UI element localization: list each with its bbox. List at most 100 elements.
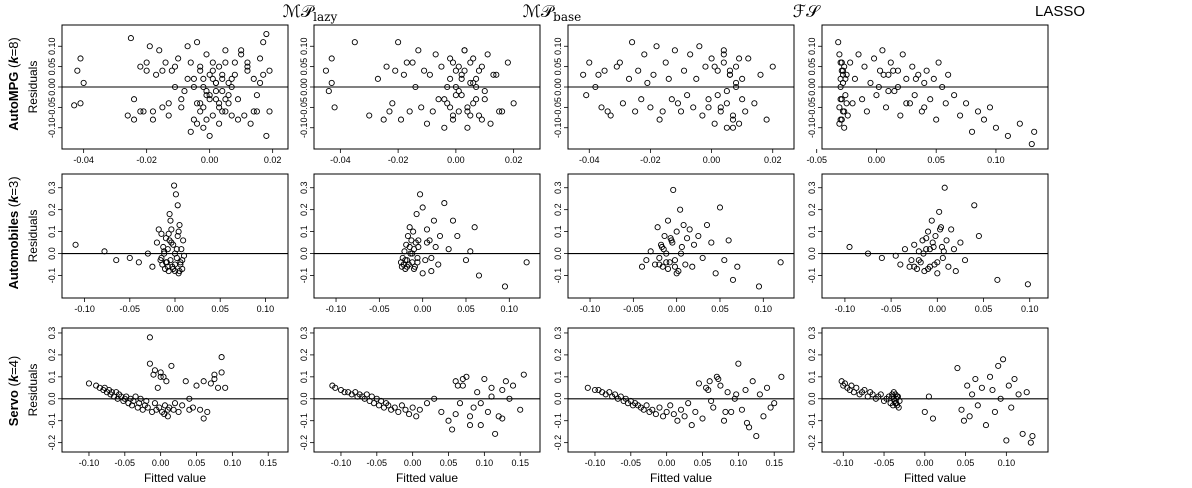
data-point: [499, 415, 506, 422]
data-point: [680, 221, 687, 229]
data-point: [422, 257, 429, 264]
data-point: [739, 75, 746, 82]
data-point: [665, 75, 672, 82]
data-point: [435, 96, 442, 103]
data-point: [473, 83, 480, 91]
x-tick-label: 0.00: [447, 155, 465, 165]
data-point: [714, 67, 721, 74]
x-tick-label: 0.05: [975, 304, 993, 314]
data-point: [378, 397, 385, 405]
data-point: [200, 124, 207, 131]
data-point: [410, 228, 417, 235]
data-point: [906, 263, 913, 270]
data-point: [166, 237, 173, 244]
data-point: [966, 413, 973, 420]
data-point: [975, 232, 982, 240]
data-point: [190, 83, 197, 91]
data-point: [113, 257, 120, 264]
data-point: [667, 402, 674, 409]
panel-frame: [821, 173, 1049, 299]
data-point: [171, 83, 179, 91]
y-tick-label: 0.05: [807, 58, 817, 76]
scatter-panel-r2-c1: -0.10 -0.05 0.00 0.05 0.10 0.15 -0.2 -0.1 0.0 0.1…: [299, 327, 541, 485]
y-tick-label: 0.1: [299, 371, 309, 384]
data-point: [178, 246, 185, 253]
data-point: [961, 257, 969, 264]
data-point: [415, 47, 422, 54]
data-point: [871, 55, 878, 62]
data-point: [673, 270, 680, 277]
data-point: [882, 104, 890, 111]
data-point: [640, 406, 647, 413]
data-point: [456, 400, 464, 407]
data-point: [429, 108, 436, 115]
data-point: [178, 104, 185, 111]
data-point: [385, 402, 392, 409]
y-tick-label: 0.3: [807, 327, 817, 340]
data-point: [219, 88, 226, 95]
data-point: [677, 206, 684, 213]
data-point: [994, 276, 1001, 283]
data-point: [130, 116, 138, 123]
data-point: [971, 202, 978, 209]
data-point: [853, 384, 860, 391]
data-point: [948, 226, 955, 233]
data-point: [190, 75, 197, 82]
data-point: [200, 415, 207, 422]
data-point: [757, 71, 764, 78]
data-point: [980, 116, 988, 123]
data-point: [228, 75, 235, 82]
data-point: [200, 75, 207, 82]
y-tick-label: -0.1: [553, 413, 563, 429]
data-point: [244, 67, 251, 74]
data-point: [643, 402, 650, 409]
data-point: [168, 226, 175, 233]
data-point: [880, 71, 887, 78]
data-point: [496, 108, 503, 115]
data-point: [708, 55, 715, 62]
data-point: [736, 55, 743, 62]
data-point: [708, 239, 715, 246]
data-point: [455, 88, 462, 95]
data-point: [238, 47, 245, 54]
data-point: [504, 59, 511, 66]
data-point: [958, 406, 965, 413]
data-point: [851, 75, 858, 82]
data-point: [176, 268, 183, 275]
data-point: [903, 100, 910, 107]
data-point: [159, 67, 166, 74]
data-point: [209, 59, 216, 66]
data-point: [864, 250, 872, 257]
y-tick-label: -0.05: [553, 97, 563, 118]
data-point: [466, 413, 474, 420]
data-point: [216, 100, 223, 107]
data-point: [641, 51, 648, 58]
data-point: [595, 71, 602, 78]
data-point: [771, 400, 778, 407]
data-point: [940, 248, 947, 255]
y-tick-label: -0.10: [47, 117, 57, 138]
data-point: [182, 378, 189, 385]
scatter-panel-r1-c3: -0.10 -0.05 0.00 0.05 0.10 -0.1 0.0 0.1 0.2 0.3: [807, 173, 1049, 314]
data-point: [402, 257, 409, 264]
data-point: [509, 382, 517, 389]
data-point: [991, 408, 998, 415]
y-tick-label: -0.2: [299, 435, 309, 451]
data-point: [685, 400, 692, 407]
data-point: [228, 112, 235, 119]
data-point: [720, 417, 728, 424]
y-tick-label: 0.3: [299, 327, 309, 340]
data-point: [493, 71, 500, 78]
data-point: [692, 408, 699, 415]
data-point: [629, 39, 636, 46]
data-point: [397, 116, 405, 123]
data-point: [459, 382, 466, 389]
data-point: [194, 39, 201, 46]
data-point: [499, 108, 506, 115]
data-point: [231, 59, 238, 66]
y-tick-label: -0.1: [553, 268, 563, 284]
data-point: [897, 261, 904, 268]
data-point: [837, 83, 844, 91]
scatter-panel-r0-c2: -0.04 -0.02 0.00 0.02-0.10-0.050.000.050.10: [553, 24, 795, 165]
data-point: [380, 116, 387, 123]
